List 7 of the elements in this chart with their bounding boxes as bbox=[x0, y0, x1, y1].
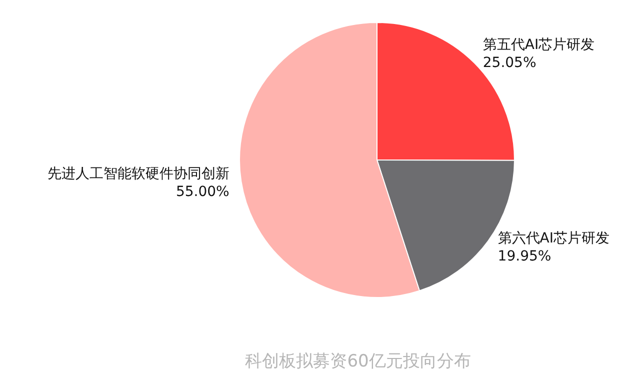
text: 科创板拟募资60亿元投向分布 bbox=[245, 351, 471, 372]
slice-label: 先进人工智能软硬件协同创新 bbox=[47, 166, 230, 182]
data-label: 25.05% bbox=[482, 55, 536, 72]
data-label: 55.00% bbox=[176, 184, 230, 200]
slice-label: 第六代AI芯片研发 bbox=[498, 230, 610, 247]
slice-label: 第五代AI芯片研发 bbox=[482, 37, 595, 54]
data-label: 19.95% bbox=[498, 248, 552, 265]
